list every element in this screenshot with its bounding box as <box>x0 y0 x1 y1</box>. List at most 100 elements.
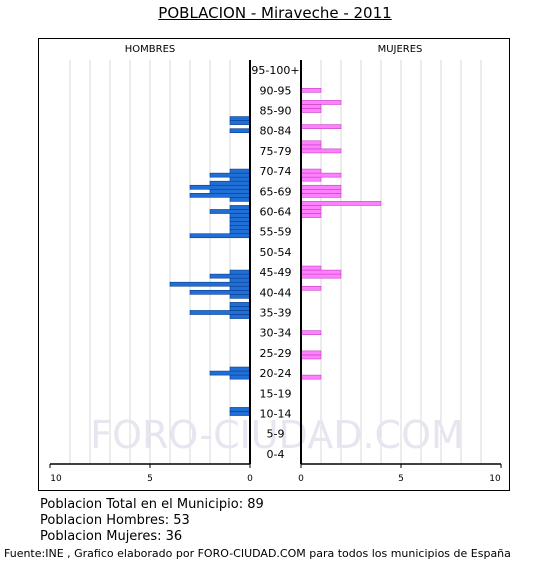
age-group-label: 75-79 <box>260 145 292 158</box>
watermark: FORO-CIUDAD.COM <box>90 413 464 457</box>
bar-mujeres <box>300 201 382 206</box>
bars-hombres <box>169 116 251 416</box>
bar-hombres <box>229 411 251 416</box>
bar-mujeres <box>300 168 322 174</box>
bar-mujeres <box>300 108 322 113</box>
bar-mujeres <box>300 354 322 360</box>
bar-mujeres <box>300 124 342 129</box>
population-pyramid: FORO-CIUDAD.COM 0-4 5-9 10-14 15-19 20-24 25-… <box>49 44 502 484</box>
bar-mujeres <box>300 148 342 154</box>
tick-label-left: 0 <box>247 474 253 484</box>
bar-hombres <box>229 374 251 380</box>
bar-hombres <box>189 184 251 190</box>
bar-hombres <box>229 213 251 218</box>
axes <box>50 60 501 465</box>
bar-hombres <box>229 116 251 121</box>
tick-label-left: 10 <box>50 474 62 484</box>
bar-hombres <box>189 289 251 295</box>
bar-mujeres <box>300 100 342 105</box>
bar-hombres <box>229 168 251 174</box>
age-group-label: 90-95 <box>260 84 292 97</box>
source-note: Fuente:INE , Grafico elaborado por FORO-… <box>4 547 511 560</box>
age-group-label: 80-84 <box>260 125 292 138</box>
age-group-labels: 0-4 5-9 10-14 15-19 20-24 25-29 30-34 35-39 40-4… <box>251 64 299 461</box>
male-population: Poblacion Hombres: 53 <box>40 513 190 528</box>
age-group-label: 30-34 <box>260 327 292 340</box>
bar-hombres <box>229 205 251 210</box>
axis-ticks: 10 5 0 0 5 10 <box>49 464 502 484</box>
bar-mujeres <box>300 172 342 178</box>
bar-hombres <box>209 172 251 178</box>
bar-mujeres <box>300 193 342 198</box>
age-group-label: 15-19 <box>260 387 292 400</box>
bar-hombres <box>229 221 251 226</box>
age-group-label: 60-64 <box>260 206 292 219</box>
grid-lines-left <box>69 60 231 464</box>
bar-hombres <box>229 229 251 235</box>
bar-hombres <box>229 217 251 222</box>
age-group-label: 0-4 <box>267 448 285 461</box>
bar-hombres <box>229 306 251 311</box>
mujeres-label: MUJERES <box>378 44 423 55</box>
age-group-label: 50-54 <box>260 246 292 259</box>
bar-mujeres <box>300 205 322 210</box>
tick-label-right: 0 <box>298 474 304 484</box>
age-group-label: 10-14 <box>260 408 292 421</box>
bar-mujeres <box>300 209 322 214</box>
bar-hombres <box>229 128 251 134</box>
bar-hombres <box>229 294 251 299</box>
age-group-label: 20-24 <box>260 367 292 380</box>
bar-hombres <box>209 370 251 376</box>
age-group-label: 45-49 <box>260 266 292 279</box>
bar-mujeres <box>300 273 342 279</box>
bar-hombres <box>229 285 251 291</box>
bar-hombres <box>229 302 251 307</box>
bar-hombres <box>229 120 251 125</box>
bar-hombres <box>189 233 251 239</box>
bar-hombres <box>209 188 251 194</box>
total-population: Poblacion Total en el Municipio: 89 <box>40 497 264 512</box>
age-group-label: 70-74 <box>260 165 292 178</box>
bar-hombres <box>229 269 251 275</box>
bar-mujeres <box>300 350 322 356</box>
bar-hombres <box>229 176 251 182</box>
bar-hombres <box>229 366 251 372</box>
age-group-label: 65-69 <box>260 185 292 198</box>
bar-hombres <box>229 277 251 283</box>
bar-hombres <box>209 273 251 279</box>
age-group-label: 95-100+ <box>251 64 299 77</box>
bar-hombres <box>229 225 251 230</box>
bar-mujeres <box>300 213 322 218</box>
bar-mujeres <box>300 144 322 150</box>
age-group-label: 35-39 <box>260 307 292 320</box>
bar-mujeres <box>300 184 342 190</box>
bar-mujeres <box>300 140 322 146</box>
chart-title: POBLACION - Miraveche - 2011 <box>158 4 392 22</box>
female-population: Poblacion Mujeres: 36 <box>40 529 183 544</box>
tick-label-right: 10 <box>489 474 501 484</box>
bar-mujeres <box>300 87 322 93</box>
bar-hombres <box>229 197 251 202</box>
age-group-label: 40-44 <box>260 286 292 299</box>
tick-label-right: 5 <box>398 474 404 484</box>
age-group-label: 5-9 <box>267 428 285 441</box>
bar-mujeres <box>300 265 322 271</box>
bar-hombres <box>209 209 251 214</box>
bar-hombres <box>189 193 251 198</box>
bar-hombres <box>189 310 251 315</box>
chart-frame <box>38 38 510 491</box>
bar-hombres <box>229 314 251 319</box>
bar-mujeres <box>300 104 322 109</box>
bar-mujeres <box>300 374 322 380</box>
bar-mujeres <box>300 330 322 336</box>
age-group-label: 55-59 <box>260 226 292 239</box>
bar-hombres <box>209 180 251 186</box>
grid-lines-right <box>320 60 482 464</box>
hombres-label: HOMBRES <box>125 44 176 55</box>
bar-hombres <box>229 407 251 412</box>
bar-mujeres <box>300 176 322 182</box>
age-group-label: 25-29 <box>260 347 292 360</box>
tick-label-left: 5 <box>147 474 153 484</box>
bar-mujeres <box>300 269 342 275</box>
age-group-label: 85-90 <box>260 105 292 118</box>
